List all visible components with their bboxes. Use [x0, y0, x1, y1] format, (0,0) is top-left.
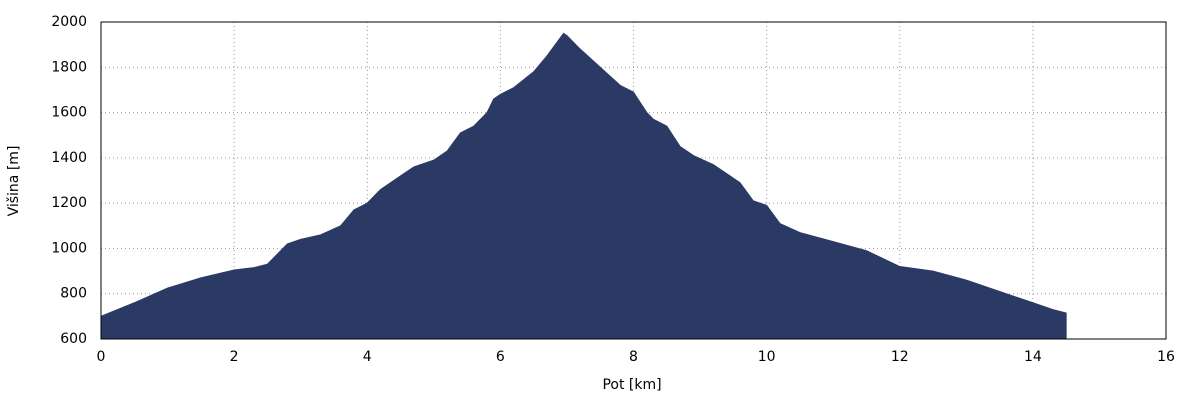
x-tick-label: 12 — [891, 349, 909, 365]
y-tick-label: 800 — [60, 286, 87, 302]
elevation-area — [100, 32, 1067, 340]
y-axis-label: Višina [m] — [6, 146, 22, 217]
y-tick-label: 1400 — [51, 150, 87, 166]
y-tick-label: 1800 — [51, 59, 87, 75]
x-axis-label: Pot [km] — [602, 377, 661, 393]
y-tick-label: 1200 — [51, 195, 87, 211]
x-tick-label: 0 — [97, 349, 106, 365]
x-tick-label: 16 — [1157, 349, 1175, 365]
x-tick-label: 4 — [363, 349, 372, 365]
y-tick-label: 2000 — [51, 14, 87, 30]
y-tick-label: 1600 — [51, 105, 87, 121]
x-tick-label: 8 — [629, 349, 638, 365]
plot-border — [100, 21, 1167, 340]
x-tick-label: 14 — [1024, 349, 1042, 365]
x-tick-label: 2 — [230, 349, 239, 365]
y-tick-label: 1000 — [51, 240, 87, 256]
x-tick-label: 6 — [496, 349, 505, 365]
x-tick-label: 10 — [758, 349, 776, 365]
y-tick-label: 600 — [60, 331, 87, 347]
